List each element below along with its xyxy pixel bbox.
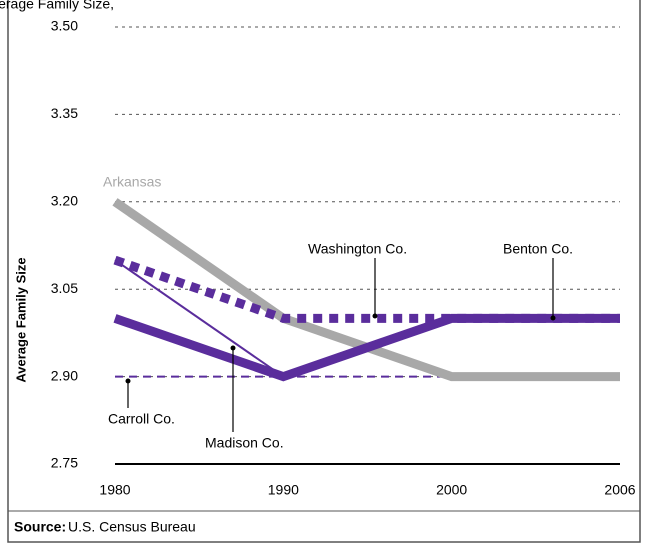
y-tick-label: 2.90	[51, 367, 78, 383]
x-tick-label: 1990	[268, 482, 299, 498]
leader-dot	[125, 378, 131, 384]
x-tick-label: 1980	[99, 482, 130, 498]
series-label: Madison Co.	[205, 435, 284, 451]
series-line	[114, 259, 284, 378]
x-tick-label: 2006	[604, 482, 635, 498]
frame	[7, 0, 641, 543]
series-label: Washington Co.	[308, 241, 407, 257]
y-tick-label: 3.35	[51, 105, 78, 121]
leader-dot	[372, 313, 378, 319]
leader-dot	[230, 345, 236, 351]
x-tick-label: 2000	[436, 482, 467, 498]
series-label: Carroll Co.	[108, 411, 175, 427]
source-label: Source:	[14, 519, 66, 535]
y-tick-label: 3.20	[51, 193, 78, 209]
y-tick-label: 3.05	[51, 280, 78, 296]
y-tick-label: 3.50	[51, 18, 78, 34]
y-axis-label: Average Family Size	[13, 257, 28, 382]
leader-dot	[550, 315, 556, 321]
series-line	[113, 255, 620, 323]
series-label: Benton Co.	[503, 241, 573, 257]
source: U.S. Census Bureau	[68, 519, 196, 535]
y-tick-label: 2.75	[51, 455, 78, 471]
chart-title: Average Family Size,	[0, 0, 114, 12]
series-line	[113, 313, 620, 382]
series-label: Arkansas	[103, 174, 161, 190]
